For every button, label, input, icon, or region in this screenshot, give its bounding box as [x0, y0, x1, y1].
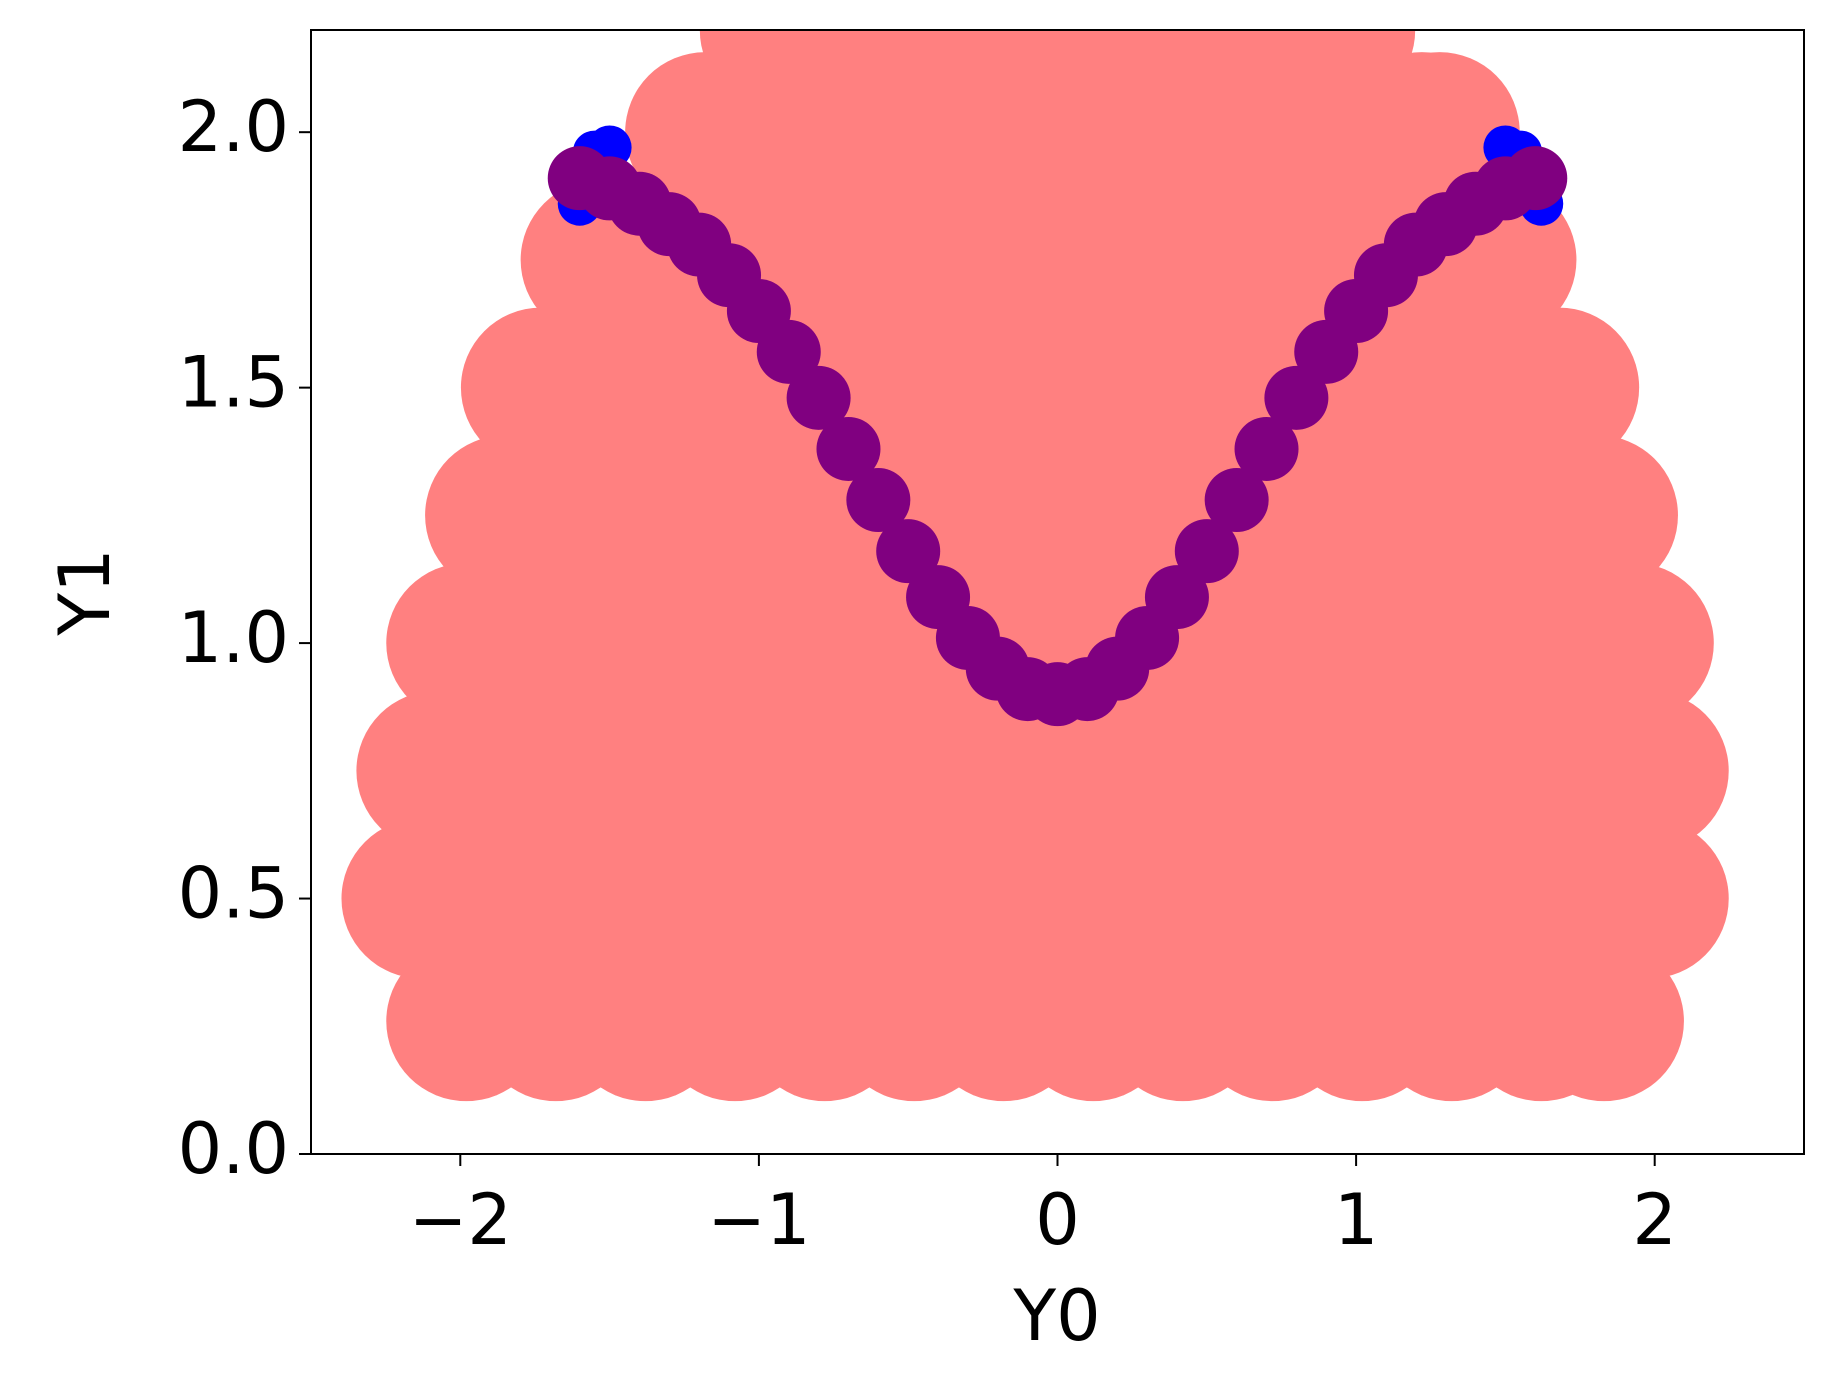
- point: [756, 319, 821, 384]
- point: [1264, 365, 1329, 430]
- point: [816, 416, 881, 481]
- y-tick-label: 1.0: [178, 597, 289, 679]
- y-tick-label: 1.5: [178, 342, 289, 424]
- point: [1255, 30, 1416, 110]
- x-tick-label: 0: [1035, 1179, 1080, 1261]
- y-tick-label: 2.0: [178, 86, 289, 168]
- point: [1174, 519, 1239, 584]
- y-axis-label: Y1: [44, 548, 126, 636]
- point: [1568, 690, 1729, 851]
- x-tick-label: −1: [707, 1179, 810, 1261]
- point: [1517, 435, 1678, 596]
- point: [1234, 416, 1299, 481]
- point: [846, 468, 911, 533]
- point: [1479, 307, 1640, 468]
- x-tick-label: −2: [409, 1179, 512, 1261]
- x-axis-label: Y0: [1012, 1275, 1100, 1357]
- x-tick-label: 1: [1334, 1179, 1379, 1261]
- point: [1503, 146, 1568, 211]
- y-tick-label: 0.5: [178, 853, 289, 935]
- point: [876, 519, 941, 584]
- y-tick-label: 0.0: [178, 1108, 289, 1190]
- point: [1144, 565, 1209, 630]
- point: [1553, 563, 1714, 724]
- point: [1204, 468, 1269, 533]
- point: [1568, 818, 1729, 979]
- plot-area: [341, 30, 1729, 1102]
- x-tick-label: 2: [1632, 1179, 1677, 1261]
- point: [786, 365, 851, 430]
- point: [1523, 941, 1684, 1102]
